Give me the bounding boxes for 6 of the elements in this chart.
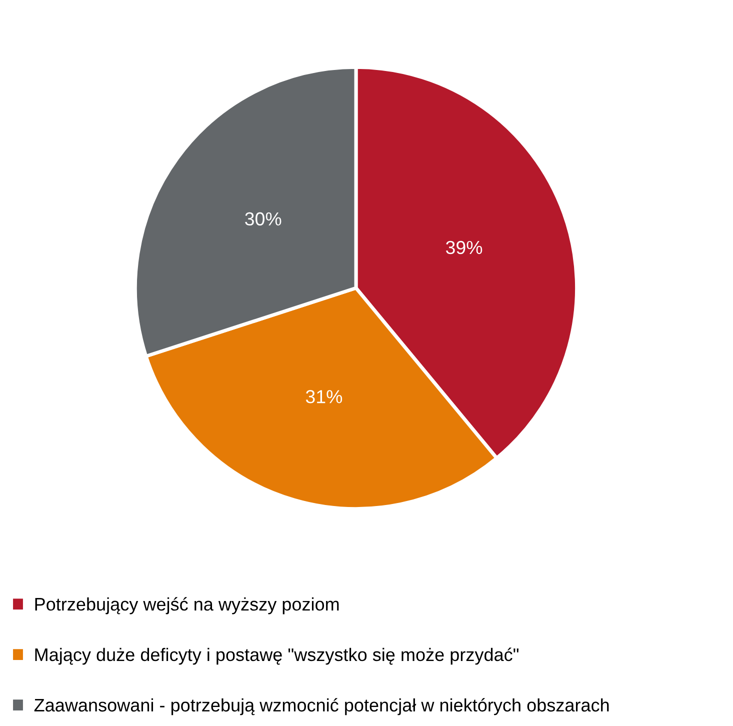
data-label: 30% [245, 212, 282, 226]
data-label: 39% [446, 240, 482, 254]
legend-label: Zaawansowani - potrzebują wzmocnić potencjał w niektórych obszarach [34, 698, 609, 716]
data-label: 31% [306, 390, 342, 404]
legend-label: Mający duże deficyty i postawę "wszystko się może przydać" [35, 648, 518, 665]
legend-label: Potrzebujący wejść na wyższy poziom [35, 597, 339, 614]
